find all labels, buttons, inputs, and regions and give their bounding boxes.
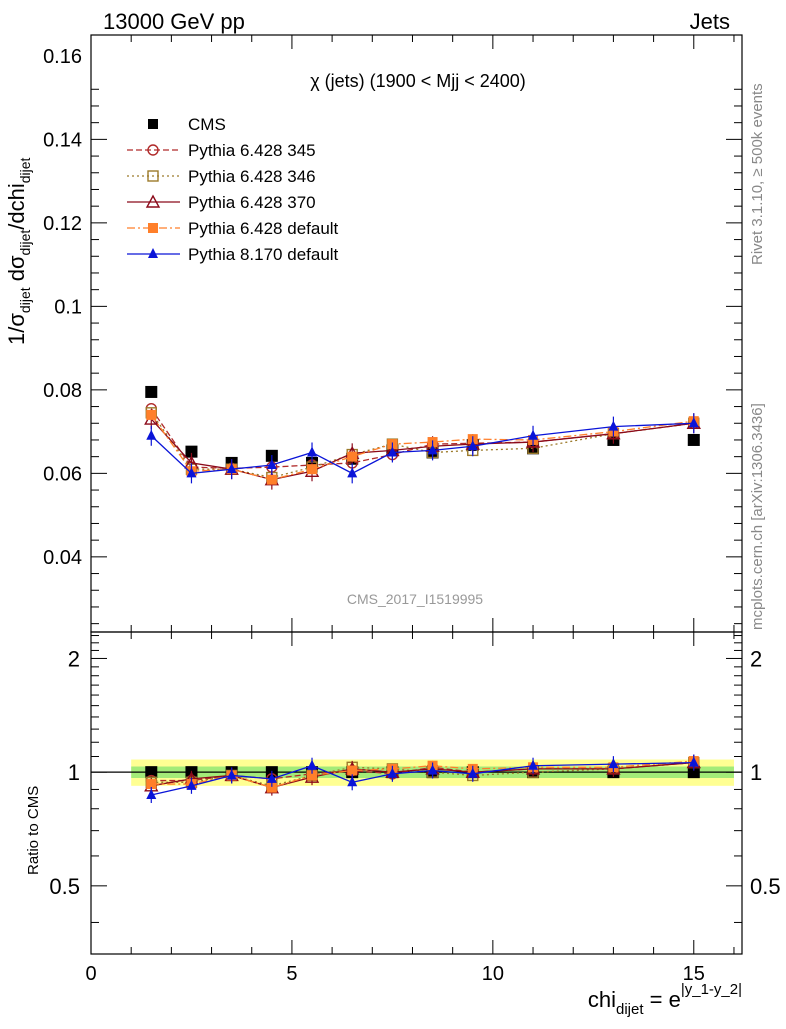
main-data-point [347,467,358,478]
ratio-plot: 0 5 10 15 0.5 0.5 1 1 2 2 [49,631,781,985]
ratio-data-point [146,788,157,799]
x-tick-label: 5 [286,963,297,985]
side-text-top: Rivet 3.1.10, ≥ 500k events [749,83,766,265]
legend-label: Pythia 8.170 default [188,245,339,264]
ratio-tick-label: 0.5 [750,874,781,899]
main-plot: 0.04 0.06 0.08 0.1 0.12 0.14 0.16 χ (jets) (19… [43,34,743,646]
ratio-data-point [427,764,438,775]
main-data-point [226,463,237,474]
legend-marker [147,144,159,156]
x-tick-label: 10 [482,963,504,985]
legend-label: CMS [188,115,226,134]
main-series-mc5 [146,413,699,484]
main-series-line [150,422,694,475]
main-series-line [150,412,694,479]
ratio-series-mc5 [146,754,699,803]
main-data-point [266,474,277,485]
header-left: 13000 GeV pp [103,9,245,34]
watermark: CMS_2017_I1519995 [347,591,483,607]
main-data-point [145,385,158,398]
header-right: Jets [690,9,730,34]
ratio-data-point [688,756,699,767]
ratio-series-line [151,761,694,789]
ratio-y-axis-label: Ratio to CMS [25,786,42,875]
x-axis-label: chidijet = e|y_1-y_2| [588,981,742,1018]
legend-label: Pythia 6.428 default [188,219,339,238]
ratio-data-point [307,759,318,770]
main-series-mc3 [144,409,701,490]
legend-entry: CMS [148,115,226,134]
main-data-point [347,451,358,462]
legend-marker [148,248,158,258]
legend: CMS Pythia 6.428 345 Pythia 6.428 346 Pythi… [127,115,339,264]
legend-entry: Pythia 6.428 370 [127,193,316,212]
main-data-point [427,444,438,455]
main-data-point [608,420,619,431]
side-text-bottom: mcplots.cern.ch [arXiv:1306.3436] [749,403,766,630]
ratio-data-point [186,779,197,790]
legend-label: Pythia 6.428 345 [188,141,316,160]
main-data-point [185,445,198,458]
legend-entry: Pythia 6.428 345 [127,141,316,160]
ratio-data-point [307,770,318,781]
legend-label: Pythia 6.428 346 [188,167,316,186]
y-tick-label: 0.14 [43,129,82,151]
ratio-data-point [347,765,358,776]
legend-entry: Pythia 8.170 default [127,245,339,264]
ratio-data-point [528,759,539,770]
x-tick-label: 15 [683,963,705,985]
ratio-data-point [266,772,277,783]
ratio-data-point [146,779,157,790]
y-tick-label: 0.1 [54,296,82,318]
ratio-tick-label: 1 [750,760,762,785]
legend-marker [148,223,158,233]
x-tick-label: 0 [85,963,96,985]
main-data-point [266,459,277,470]
ratio-data-point [608,758,619,769]
main-data-point [467,440,478,451]
ratio-data-point [467,767,478,778]
ratio-data-point [387,767,398,778]
legend-marker [145,194,161,208]
legend-entry: Pythia 6.428 346 [127,167,316,186]
ratio-series-line [151,761,694,796]
legend-marker [147,170,159,182]
y-tick-label: 0.08 [43,380,82,402]
y-axis-label: 1/σdijet dσdijet/dchidijet [4,157,33,345]
ratio-series-line [151,760,694,789]
main-data-point [307,446,318,457]
main-series-line [150,418,694,481]
legend-label: Pythia 6.428 370 [188,193,316,212]
y-tick-label: 0.06 [43,463,82,485]
chart-title: χ (jets) (1900 < Mjj < 2400) [310,71,526,91]
legend-entry: Pythia 6.428 default [127,219,339,238]
ratio-tick-label: 2 [750,646,762,671]
main-data-point [307,464,318,475]
legend-marker [148,119,158,129]
y-tick-label: 0.12 [43,213,82,235]
y-tick-label: 0.04 [43,547,82,569]
ratio-data-point [145,766,158,779]
main-data-point [186,467,197,478]
ratio-data-point [226,769,237,780]
main-data-point [146,409,157,420]
main-data-point [688,417,699,428]
ratio-data-point [266,782,277,793]
ratio-data-point [347,776,358,787]
ratio-frame [90,631,743,955]
ratio-tick-label: 2 [68,646,80,671]
main-data-point [528,429,539,440]
ratio-tick-label: 1 [68,760,80,785]
ratio-tick-label: 0.5 [49,874,80,899]
ratio-data-point [687,766,700,779]
y-tick-label: 0.16 [43,46,82,68]
main-data-point [146,429,157,440]
ratio-series-line [151,761,694,787]
main-data-point [387,446,398,457]
main-data-point [687,433,700,446]
